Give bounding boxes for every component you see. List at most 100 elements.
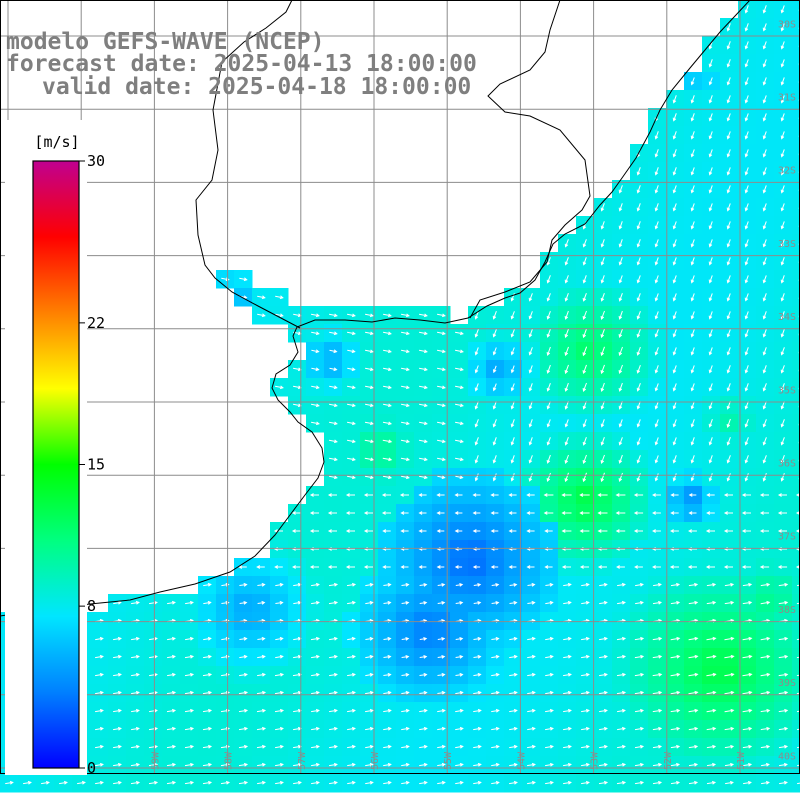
- wind-arrow: [418, 403, 428, 408]
- wind-arrow: [437, 708, 446, 713]
- wind-arrow: [672, 95, 677, 104]
- wind-arrow: [418, 367, 428, 372]
- wind-arrow: [616, 672, 627, 677]
- wind-arrow: [780, 347, 785, 356]
- latitude-label: 38S: [778, 605, 796, 616]
- wind-arrow: [726, 365, 731, 374]
- wind-arrow: [688, 744, 699, 749]
- wind-arrow: [437, 744, 446, 749]
- wind-arrow: [563, 744, 572, 749]
- wind-arrow: [672, 419, 677, 428]
- wind-arrow: [654, 455, 659, 464]
- wind-cell: [792, 666, 800, 685]
- wind-arrow: [635, 600, 644, 605]
- wind-arrow: [780, 257, 785, 266]
- wind-arrow: [761, 762, 770, 767]
- wind-arrow: [382, 349, 392, 354]
- wind-arrow: [670, 529, 679, 533]
- wind-arrow: [526, 511, 535, 515]
- wind-arrow: [708, 185, 713, 194]
- wind-arrow: [328, 439, 338, 444]
- wind-arrow: [599, 582, 608, 587]
- wind-arrow: [328, 313, 338, 318]
- wind-arrow: [184, 654, 195, 659]
- wind-arrow: [708, 473, 713, 482]
- wind-arrow: [363, 511, 373, 515]
- longitude-label: 55W: [443, 751, 454, 770]
- wind-cell: [792, 594, 800, 613]
- wind-arrow: [762, 131, 767, 140]
- wind-arrow: [508, 493, 517, 497]
- wind-arrow: [724, 672, 735, 677]
- wind-arrow: [634, 565, 643, 569]
- wind-arrow: [131, 636, 140, 641]
- wind-arrow: [526, 565, 535, 569]
- wind-arrow: [690, 401, 695, 410]
- wind-arrow: [474, 473, 479, 482]
- wind-arrow: [492, 401, 497, 410]
- wind-arrow: [634, 726, 645, 731]
- wind-arrow: [327, 565, 337, 569]
- wind-arrow: [723, 565, 733, 569]
- wind-arrow: [184, 690, 195, 695]
- wind-cell: [792, 72, 800, 91]
- wind-arrow: [472, 529, 481, 533]
- wind-arrow: [599, 672, 608, 677]
- wind-arrow: [473, 744, 482, 749]
- wind-cell: [792, 450, 800, 469]
- wind-cell: [792, 522, 800, 541]
- wind-arrow: [491, 690, 500, 695]
- wind-arrow: [202, 672, 213, 677]
- wind-arrow: [760, 708, 771, 713]
- wind-arrow: [708, 347, 713, 356]
- wind-arrow: [780, 23, 785, 32]
- wind-arrow: [726, 113, 731, 122]
- wind-arrow: [527, 690, 536, 695]
- wind-arrow: [741, 565, 751, 569]
- wind-arrow: [600, 239, 605, 248]
- wind-arrow: [652, 726, 663, 731]
- wind-arrow: [724, 762, 735, 767]
- wind-arrow: [636, 455, 641, 464]
- wind-arrow: [95, 726, 104, 731]
- wind-arrow: [346, 457, 356, 462]
- wind-arrow: [347, 349, 356, 354]
- wind-arrow: [654, 239, 659, 248]
- colorbar: [m/s] 30 22 15 8 0: [5, 120, 105, 777]
- wind-arrow: [239, 601, 248, 605]
- wind-arrow: [708, 59, 713, 68]
- latitude-label: 39S: [778, 678, 796, 689]
- wind-arrow: [365, 636, 374, 641]
- wind-arrow: [528, 347, 533, 356]
- wind-cell: [792, 738, 800, 757]
- wind-arrow: [275, 636, 284, 641]
- wind-arrow: [401, 637, 410, 641]
- wind-arrow: [618, 257, 623, 266]
- wind-arrow: [708, 239, 713, 248]
- wind-arrow: [563, 762, 572, 767]
- wind-arrow: [778, 582, 789, 587]
- wind-arrow: [688, 600, 699, 605]
- longitude-label: 54W: [516, 751, 527, 770]
- wind-arrow: [741, 529, 751, 533]
- wind-arrow: [708, 95, 713, 104]
- wind-arrow: [652, 708, 663, 713]
- wind-arrow: [544, 529, 553, 533]
- wind-arrow: [654, 419, 659, 428]
- wind-arrow: [688, 672, 699, 677]
- wind-arrow: [690, 347, 695, 356]
- wind-arrow: [599, 600, 608, 605]
- wind-cell: [792, 504, 800, 523]
- wind-arrow: [492, 347, 497, 356]
- wind-arrow: [510, 347, 515, 356]
- wind-arrow: [436, 565, 445, 569]
- wind-arrow: [257, 295, 266, 300]
- wind-arrow: [581, 672, 590, 677]
- wind-arrow: [509, 708, 518, 713]
- wind-arrow: [618, 346, 623, 356]
- wind-arrow: [527, 708, 536, 713]
- wind-arrow: [238, 690, 249, 695]
- wind-arrow: [726, 59, 731, 68]
- wind-arrow: [760, 726, 771, 731]
- wind-arrow: [742, 636, 753, 641]
